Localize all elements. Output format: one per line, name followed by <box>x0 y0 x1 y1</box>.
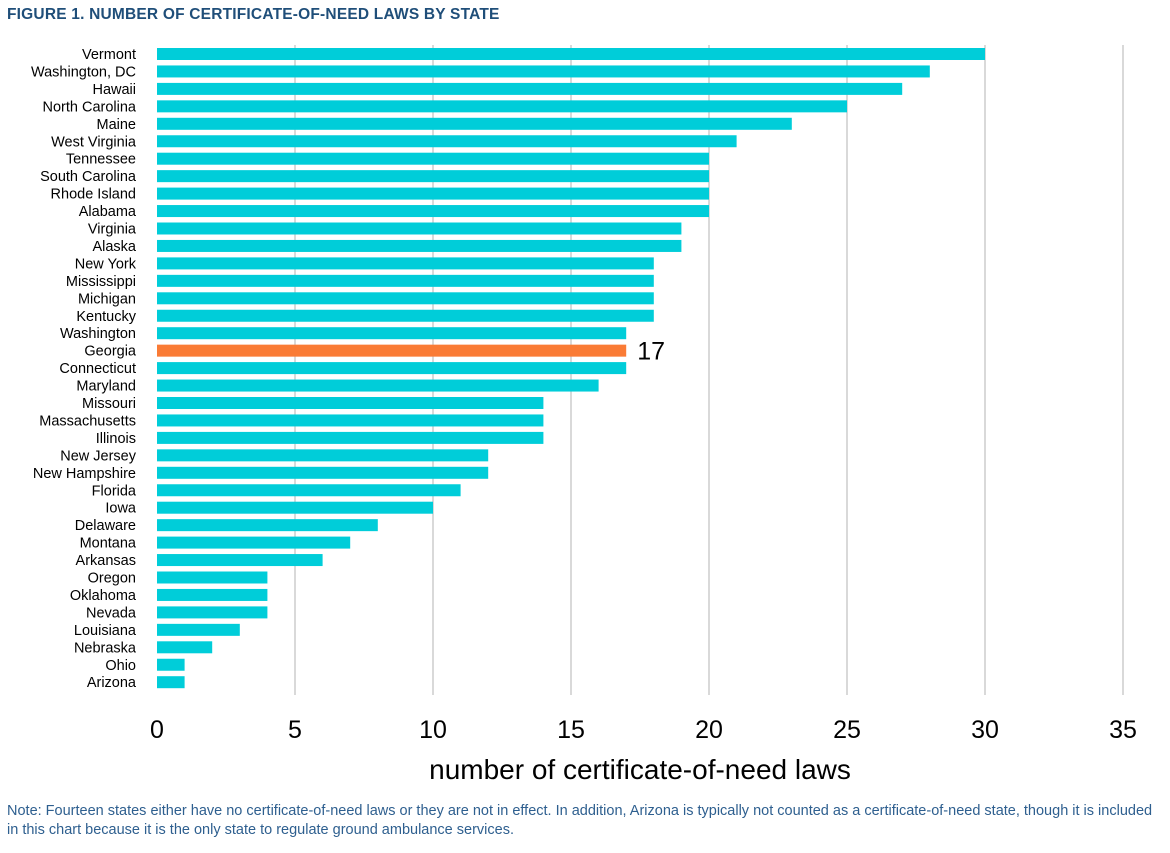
category-label: South Carolina <box>40 169 137 185</box>
x-tick-label: 25 <box>833 716 861 744</box>
x-tick-label: 30 <box>971 716 999 744</box>
x-tick-label: 20 <box>695 716 723 744</box>
bar-oregon <box>157 571 268 584</box>
category-label: Massachusetts <box>39 413 136 429</box>
category-label: Mississippi <box>66 274 136 290</box>
bar-new-york <box>157 257 654 270</box>
category-label: Nebraska <box>74 640 137 656</box>
category-label: Alaska <box>92 239 136 255</box>
bar-florida <box>157 484 461 497</box>
data-label-georgia: 17 <box>637 338 665 366</box>
x-tick-label: 15 <box>557 716 585 744</box>
bar-mississippi <box>157 274 654 287</box>
category-label: Hawaii <box>92 82 136 98</box>
category-label: Iowa <box>105 501 137 517</box>
category-label: Michigan <box>78 291 136 307</box>
bar-iowa <box>157 501 433 514</box>
bar-illinois <box>157 431 544 444</box>
category-label: Nevada <box>86 605 137 621</box>
bar-south-carolina <box>157 170 709 183</box>
category-label: Louisiana <box>74 623 137 639</box>
category-label: Rhode Island <box>51 187 136 203</box>
category-label: Vermont <box>82 47 136 63</box>
category-label: Alabama <box>79 204 137 220</box>
bar-nebraska <box>157 641 213 654</box>
bar-washington <box>157 327 627 340</box>
category-label: Virginia <box>88 222 137 238</box>
category-label: New York <box>75 256 137 272</box>
bar-connecticut <box>157 362 627 375</box>
category-label: Missouri <box>82 396 136 412</box>
bar-rhode-island <box>157 187 709 200</box>
category-label: Connecticut <box>59 361 136 377</box>
category-label: Maine <box>97 117 137 133</box>
category-label: Montana <box>80 536 137 552</box>
figure-title: FIGURE 1. NUMBER OF CERTIFICATE-OF-NEED … <box>7 6 500 23</box>
category-label: New Hampshire <box>33 466 136 482</box>
bar-nevada <box>157 606 268 619</box>
bar-kentucky <box>157 309 654 322</box>
bar-new-hampshire <box>157 466 489 479</box>
bar-massachusetts <box>157 414 544 427</box>
bar-oklahoma <box>157 588 268 601</box>
bar-missouri <box>157 397 544 409</box>
category-label: Kentucky <box>76 309 136 325</box>
bar-hawaii <box>157 82 903 95</box>
figure-note: Note: Fourteen states either have no cer… <box>7 803 1153 838</box>
bar-new-jersey <box>157 449 489 462</box>
bar-georgia <box>157 344 627 357</box>
bar-michigan <box>157 292 654 305</box>
bar-ohio <box>157 658 185 671</box>
bar-maine <box>157 117 792 130</box>
x-tick-labels: 0 5 10 15 20 25 30 35 <box>150 716 1137 744</box>
bar-montana <box>157 536 351 549</box>
bar-arkansas <box>157 554 323 567</box>
bar-louisiana <box>157 623 240 636</box>
x-axis-label: number of certificate-of-need laws <box>429 754 851 785</box>
bar-virginia <box>157 222 682 235</box>
category-label: Ohio <box>105 658 136 674</box>
category-label: North Carolina <box>43 99 137 115</box>
bar-washington-dc <box>157 65 930 78</box>
category-label: Arizona <box>87 675 137 691</box>
category-label: Washington, DC <box>31 64 136 80</box>
x-tick-label: 35 <box>1109 716 1137 744</box>
category-label: Oklahoma <box>70 588 137 604</box>
bar-arizona <box>157 676 185 689</box>
bar-alabama <box>157 205 709 218</box>
x-tick-label: 5 <box>288 716 302 744</box>
bar-north-carolina <box>157 100 847 113</box>
category-label: Arkansas <box>76 553 136 569</box>
category-label: Tennessee <box>66 152 136 168</box>
bar-delaware <box>157 519 378 532</box>
category-label: Florida <box>92 483 137 499</box>
bar-tennessee <box>157 152 709 165</box>
category-label: Oregon <box>88 571 136 587</box>
x-tick-label: 10 <box>419 716 447 744</box>
category-label: New Jersey <box>60 448 136 464</box>
category-label: Illinois <box>96 431 136 447</box>
bar-alaska <box>157 239 682 252</box>
bars: 17 <box>157 48 985 689</box>
category-label: West Virginia <box>51 134 137 150</box>
category-label: Maryland <box>76 379 136 395</box>
bar-vermont <box>157 48 985 60</box>
bar-west-virginia <box>157 135 737 148</box>
category-label: Washington <box>60 326 136 342</box>
category-label: Georgia <box>84 344 137 360</box>
bar-maryland <box>157 379 599 392</box>
category-label: Delaware <box>75 518 136 534</box>
x-tick-label: 0 <box>150 716 164 744</box>
